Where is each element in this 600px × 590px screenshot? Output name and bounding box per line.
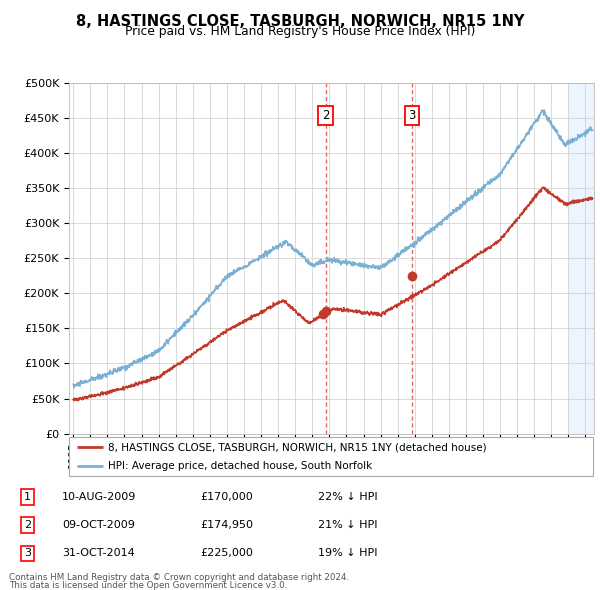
Text: 09-OCT-2009: 09-OCT-2009 xyxy=(62,520,135,530)
Text: 10-AUG-2009: 10-AUG-2009 xyxy=(62,492,136,502)
Text: 19% ↓ HPI: 19% ↓ HPI xyxy=(317,549,377,558)
Text: This data is licensed under the Open Government Licence v3.0.: This data is licensed under the Open Gov… xyxy=(9,581,287,590)
Text: 21% ↓ HPI: 21% ↓ HPI xyxy=(317,520,377,530)
Text: Price paid vs. HM Land Registry's House Price Index (HPI): Price paid vs. HM Land Registry's House … xyxy=(125,25,475,38)
Text: Contains HM Land Registry data © Crown copyright and database right 2024.: Contains HM Land Registry data © Crown c… xyxy=(9,572,349,582)
Text: 2: 2 xyxy=(24,520,31,530)
Text: 3: 3 xyxy=(24,549,31,558)
Text: 8, HASTINGS CLOSE, TASBURGH, NORWICH, NR15 1NY: 8, HASTINGS CLOSE, TASBURGH, NORWICH, NR… xyxy=(76,14,524,29)
Text: £170,000: £170,000 xyxy=(200,492,253,502)
Text: 3: 3 xyxy=(408,109,416,122)
Text: £225,000: £225,000 xyxy=(200,549,253,558)
Text: 8, HASTINGS CLOSE, TASBURGH, NORWICH, NR15 1NY (detached house): 8, HASTINGS CLOSE, TASBURGH, NORWICH, NR… xyxy=(109,442,487,453)
FancyBboxPatch shape xyxy=(69,437,593,476)
Text: HPI: Average price, detached house, South Norfolk: HPI: Average price, detached house, Sout… xyxy=(109,461,373,471)
Text: 1: 1 xyxy=(24,492,31,502)
Text: 22% ↓ HPI: 22% ↓ HPI xyxy=(317,492,377,502)
Text: 2: 2 xyxy=(322,109,329,122)
Bar xyxy=(568,83,594,434)
Text: £174,950: £174,950 xyxy=(200,520,253,530)
Text: 31-OCT-2014: 31-OCT-2014 xyxy=(62,549,134,558)
